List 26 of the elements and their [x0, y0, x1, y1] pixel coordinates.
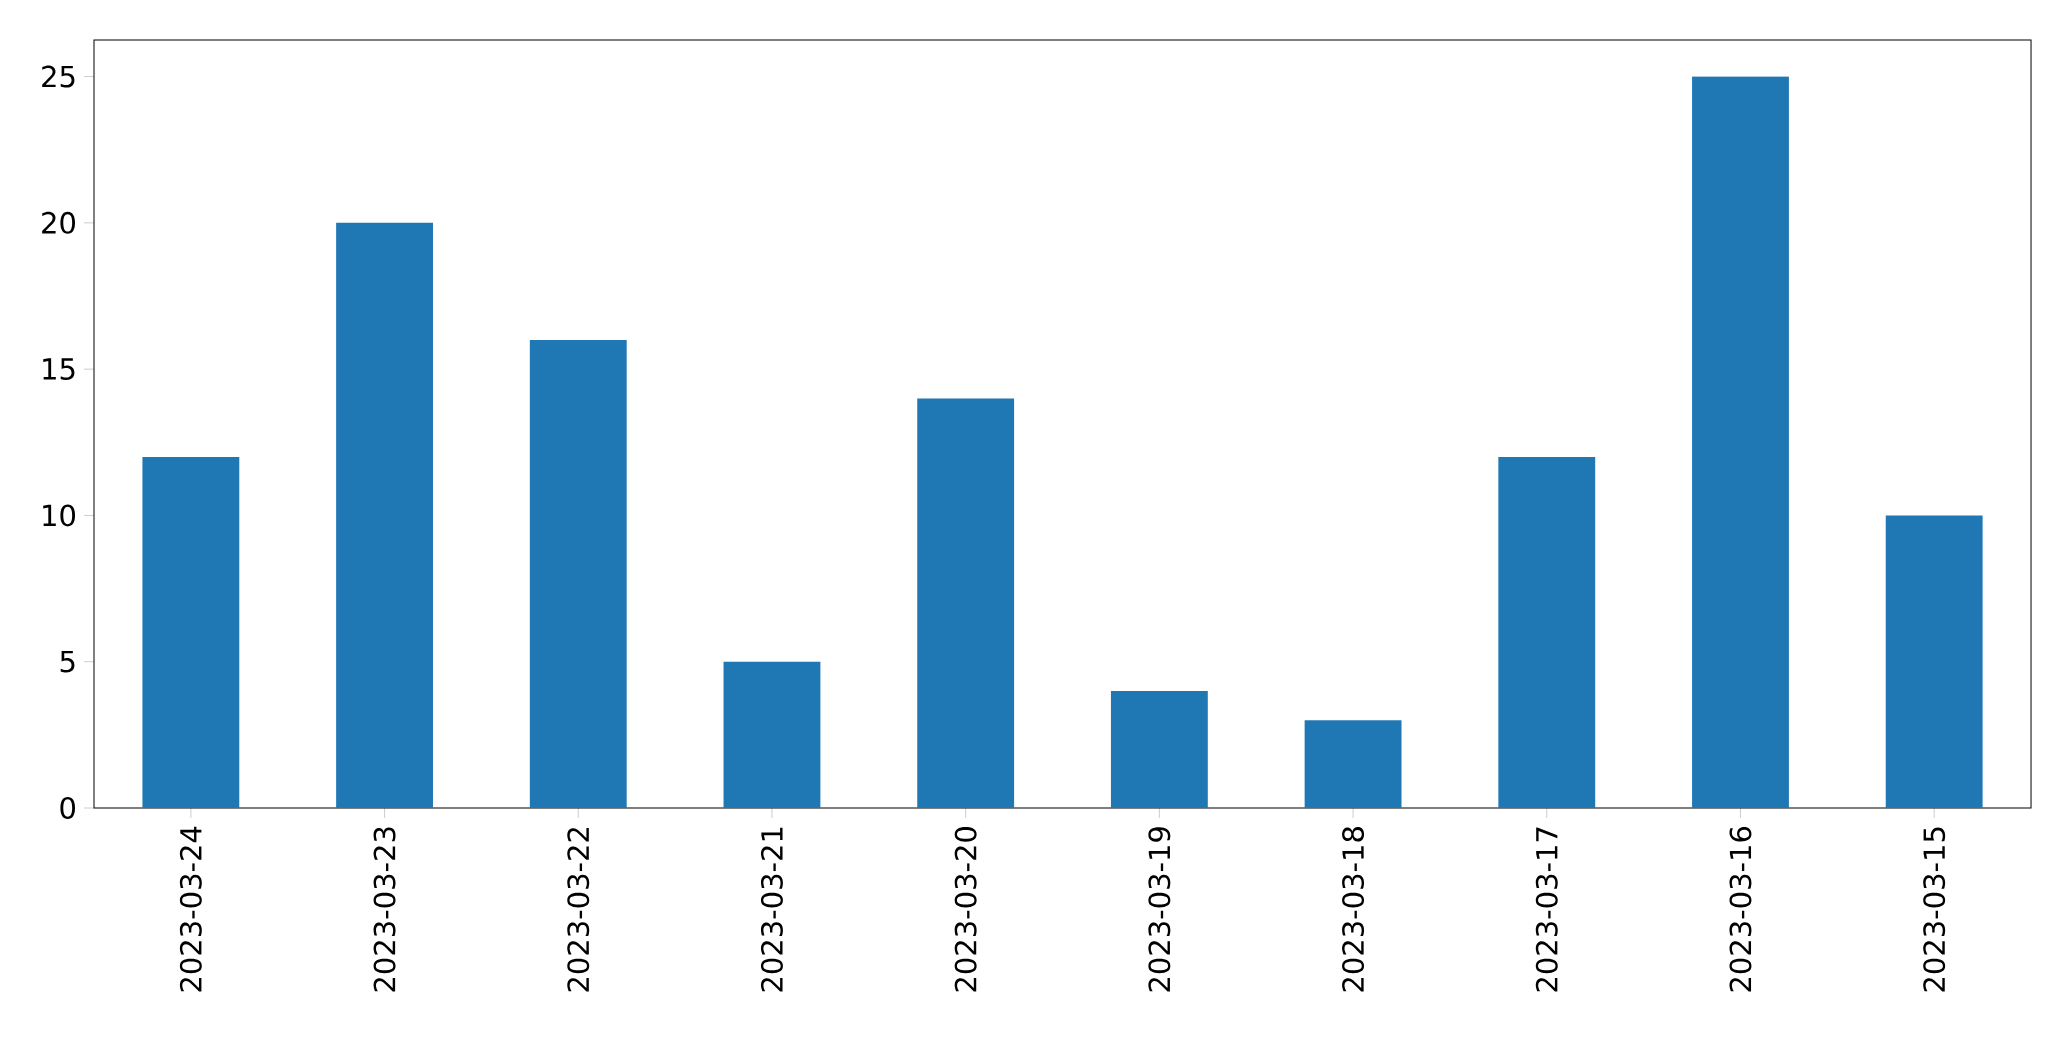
y-tick-label: 20	[42, 211, 76, 234]
y-tick-label: 0	[60, 797, 76, 819]
x-tick-label: 2023-03-20	[954, 827, 977, 992]
bar	[1498, 456, 1596, 808]
x-tick-label: 2023-03-16	[1729, 826, 1752, 992]
y-tick-label: 10	[43, 504, 76, 527]
bar	[1304, 720, 1402, 808]
y-tick-label: 15	[43, 358, 75, 380]
bar	[1110, 690, 1208, 808]
x-tick-label: 2023-03-24	[179, 826, 202, 992]
bar	[142, 456, 240, 808]
x-tick-label: 2023-03-21	[760, 827, 783, 992]
y-tick-label: 5	[60, 650, 75, 673]
bar	[529, 339, 627, 808]
bar	[336, 222, 433, 808]
bar	[1692, 76, 1789, 808]
x-tick-label: 2023-03-18	[1342, 827, 1365, 992]
x-tick-label: 2023-03-15	[1923, 827, 1946, 992]
x-tick-label: 2023-03-17	[1535, 827, 1558, 992]
x-tick-label: 2023-03-23	[373, 827, 396, 992]
bar	[917, 398, 1015, 808]
x-tick-label: 2023-03-19	[1148, 827, 1171, 992]
bar	[723, 661, 821, 808]
x-tick-label: 2023-03-22	[567, 828, 590, 992]
bar	[1885, 515, 1983, 808]
y-tick-label: 25	[42, 65, 75, 88]
